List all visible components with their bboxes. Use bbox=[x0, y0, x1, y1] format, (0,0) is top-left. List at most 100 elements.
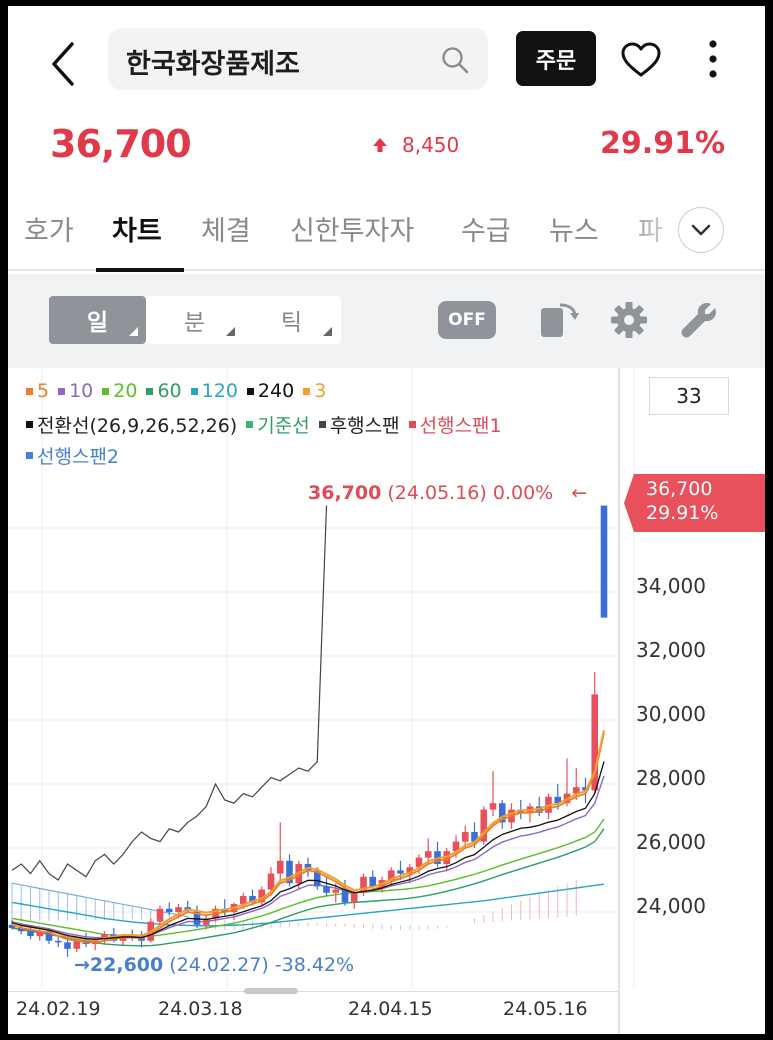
candle-body bbox=[471, 832, 478, 842]
candle-body bbox=[360, 876, 367, 893]
legend-item-ma60[interactable]: 60 bbox=[146, 380, 182, 402]
legend-swatch bbox=[26, 452, 33, 459]
more-options-button[interactable] bbox=[698, 38, 728, 80]
search-query: 한국화장품제조 bbox=[126, 49, 300, 80]
candle-body bbox=[332, 889, 340, 893]
price-tag-shape bbox=[624, 474, 765, 532]
x-tick-label: 24.02.19 bbox=[16, 998, 101, 1020]
last-annotation-detail: (24.05.16) 0.00% bbox=[387, 482, 554, 504]
conversion-line bbox=[11, 761, 605, 940]
price-tag-percent: 29.91% bbox=[646, 502, 719, 524]
y-axis-divider bbox=[618, 368, 620, 1034]
candle-body bbox=[480, 809, 488, 842]
y-tick-label: 24,000 bbox=[636, 894, 706, 918]
candle-body bbox=[452, 841, 460, 852]
last-annotation-price: 36,700 bbox=[308, 482, 382, 504]
legend-item-conversion[interactable]: 전환선(26,9,26,52,26) bbox=[26, 411, 237, 438]
tab-order-book[interactable]: 호가 bbox=[24, 216, 74, 247]
tab-shinhan-investor[interactable]: 신한투자자 bbox=[290, 216, 415, 247]
back-button[interactable] bbox=[48, 40, 78, 88]
search-icon[interactable] bbox=[440, 45, 470, 75]
legend-item-base-line[interactable]: 기준선 bbox=[246, 411, 310, 438]
wrench-icon[interactable] bbox=[678, 299, 720, 341]
legend-swatch bbox=[408, 421, 416, 428]
period-day[interactable]: 일 bbox=[49, 296, 146, 344]
period-tick-label: 틱 bbox=[280, 310, 303, 336]
legend-swatch bbox=[190, 387, 198, 395]
stock-search-box[interactable]: 한국화장품제조 bbox=[108, 28, 488, 90]
legend-swatch bbox=[146, 387, 154, 395]
candle-body bbox=[267, 873, 275, 890]
legend-swatch bbox=[318, 421, 326, 428]
candle-body bbox=[101, 934, 108, 940]
export-icon[interactable] bbox=[538, 299, 580, 341]
legend-swatch bbox=[303, 387, 311, 395]
legend-label: 선행스팬2 bbox=[37, 446, 120, 468]
period-minute[interactable]: 분 bbox=[146, 296, 243, 344]
tab-trades[interactable]: 체결 bbox=[201, 216, 251, 247]
price-change: 8,450 bbox=[372, 133, 459, 157]
candle-body bbox=[424, 851, 432, 858]
candle-body bbox=[249, 896, 256, 903]
candle-body bbox=[45, 931, 53, 941]
legend-label: 전환선(26,9,26,52,26) bbox=[37, 415, 238, 437]
candle-body bbox=[554, 796, 562, 804]
legend-item-leading-span1[interactable]: 선행스팬1 bbox=[408, 411, 502, 438]
tab-news[interactable]: 뉴스 bbox=[549, 216, 599, 247]
candlestick-chart[interactable] bbox=[8, 368, 765, 1034]
candle-body bbox=[258, 889, 266, 903]
gear-icon[interactable] bbox=[608, 299, 650, 341]
candle-body bbox=[239, 896, 247, 904]
order-button[interactable]: 주문 bbox=[516, 31, 596, 86]
period-tick[interactable]: 틱 bbox=[243, 296, 340, 344]
x-tick-label: 24.05.16 bbox=[503, 998, 588, 1020]
candle-body bbox=[369, 876, 377, 887]
tab-supply-demand[interactable]: 수급 bbox=[461, 216, 511, 247]
candle-body bbox=[54, 940, 62, 943]
legend-label: 기준선 bbox=[257, 415, 310, 437]
legend-swatch bbox=[246, 421, 254, 428]
legend-item-ma20[interactable]: 20 bbox=[102, 380, 137, 402]
active-tab-indicator bbox=[96, 268, 184, 272]
x-tick-label: 24.04.15 bbox=[348, 998, 433, 1020]
current-price: 36,700 bbox=[50, 122, 192, 166]
candle-body bbox=[406, 867, 414, 874]
up-arrow-icon bbox=[373, 138, 387, 152]
tab-chart[interactable]: 차트 bbox=[112, 216, 162, 247]
legend-swatch bbox=[58, 387, 66, 395]
legend-label: 선행스팬1 bbox=[419, 415, 502, 437]
legend-item-ma5[interactable]: 5 bbox=[26, 380, 49, 402]
low-price-annotation: →22,600 (24.02.27) -38.42% bbox=[74, 954, 354, 976]
app-screen: 한국화장품제조 주문 36,700 8,450 29.91% 호가 차트 체결 … bbox=[8, 6, 765, 1034]
legend-label: 5 bbox=[37, 380, 50, 402]
dropdown-corner-icon bbox=[323, 327, 332, 336]
expand-tabs-button[interactable] bbox=[678, 207, 724, 253]
chart-scroll-handle[interactable] bbox=[244, 988, 298, 994]
legend-item-leading-span2[interactable]: 선행스팬2 bbox=[26, 442, 119, 469]
dropdown-corner-icon bbox=[129, 327, 138, 336]
period-day-label: 일 bbox=[86, 310, 109, 336]
chevron-left-icon bbox=[52, 42, 74, 86]
legend-ichimoku-2: 선행스팬2 bbox=[26, 442, 119, 469]
candle-body bbox=[8, 924, 16, 928]
chart-toolbar: 일 분 틱 OFF bbox=[8, 274, 765, 368]
candle-count-input[interactable]: 33 bbox=[649, 377, 729, 415]
candle-body bbox=[276, 860, 284, 874]
kebab-menu-icon bbox=[709, 40, 717, 78]
legend-item-ma120[interactable]: 120 bbox=[190, 380, 238, 402]
legend-item-ma10[interactable]: 10 bbox=[58, 380, 93, 402]
ma120-line bbox=[11, 883, 605, 927]
left-arrow-icon: ← bbox=[571, 482, 588, 504]
favorite-button[interactable] bbox=[621, 42, 661, 78]
dropdown-corner-icon bbox=[226, 327, 235, 336]
legend-item-ma240[interactable]: 240 bbox=[246, 380, 294, 402]
legend-label: 10 bbox=[69, 380, 94, 402]
candle-body bbox=[341, 889, 349, 903]
ma5-line bbox=[11, 732, 605, 944]
candle-body bbox=[36, 931, 44, 936]
legend-item-lagging-span[interactable]: 후행스팬 bbox=[318, 411, 400, 438]
indicator-off-toggle[interactable]: OFF bbox=[438, 301, 496, 339]
x-tick-label: 24.03.18 bbox=[158, 998, 243, 1020]
candle-body bbox=[572, 787, 580, 794]
legend-item-ma3[interactable]: 3 bbox=[303, 380, 326, 402]
